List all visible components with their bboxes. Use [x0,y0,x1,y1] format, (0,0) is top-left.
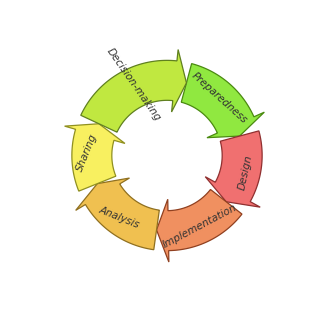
Polygon shape [81,49,186,132]
Polygon shape [157,189,242,262]
Text: Implementation: Implementation [161,202,239,250]
Polygon shape [181,64,264,138]
Text: Sharing: Sharing [75,132,99,173]
Polygon shape [64,124,125,191]
Text: Design: Design [236,154,254,191]
Text: Preparedness: Preparedness [189,70,249,125]
Polygon shape [76,178,159,250]
Text: Decision-making: Decision-making [105,46,163,123]
Text: Analysis: Analysis [97,204,141,230]
Polygon shape [205,131,262,207]
